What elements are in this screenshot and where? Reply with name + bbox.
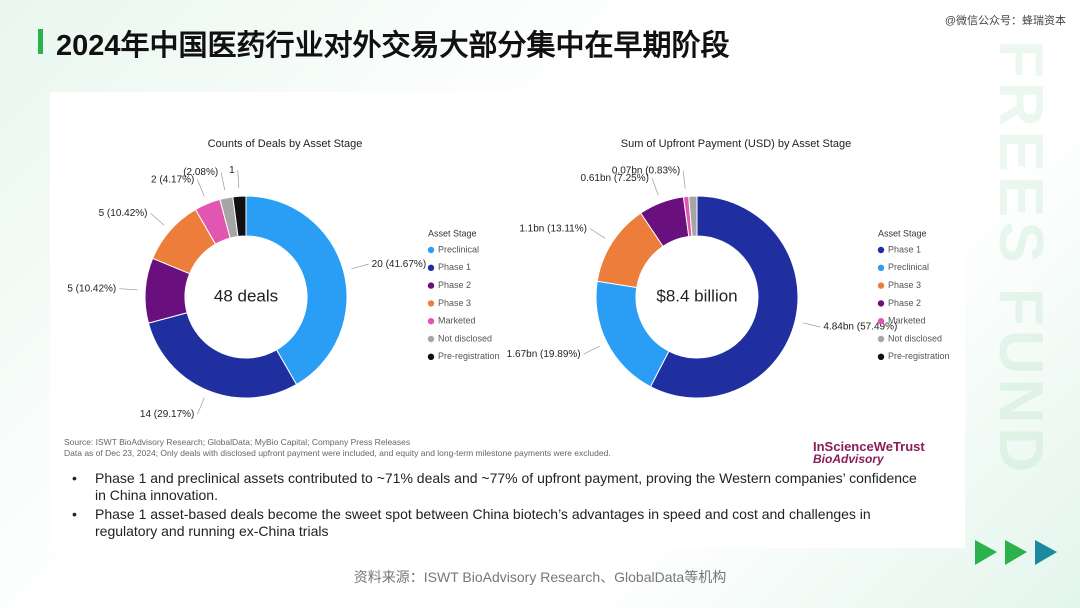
leader-line bbox=[682, 170, 686, 189]
legend-swatch bbox=[877, 246, 885, 254]
chart-title: Counts of Deals by Asset Stage bbox=[208, 138, 363, 150]
title-bar bbox=[38, 29, 43, 54]
leader-line bbox=[220, 172, 226, 191]
data-label: 4.84bn (57.49%) bbox=[823, 322, 897, 333]
leader-line bbox=[651, 178, 659, 196]
leader-line bbox=[197, 397, 205, 415]
data-note: Data as of Dec 23, 2024; Only deals with… bbox=[64, 448, 611, 458]
legend-swatch bbox=[877, 282, 885, 289]
legend-label: Pre-registration bbox=[888, 351, 950, 361]
leader-line bbox=[351, 263, 369, 270]
legend-swatch bbox=[427, 353, 435, 360]
data-label: 1.1bn (13.11%) bbox=[519, 223, 587, 234]
donut-slice bbox=[147, 312, 298, 399]
legend-swatch bbox=[877, 353, 885, 360]
legend-title: Asset Stage bbox=[428, 228, 477, 238]
legend-label: Marketed bbox=[438, 316, 476, 326]
legend-swatch bbox=[877, 264, 885, 271]
legend-label: Not disclosed bbox=[438, 333, 492, 343]
data-label: 20 (41.67%) bbox=[372, 259, 426, 270]
legend-swatch bbox=[427, 264, 435, 271]
legend-swatch bbox=[427, 282, 435, 289]
legend-label: Pre-registration bbox=[438, 351, 500, 361]
logo: InScienceWeTrust BioAdvisory bbox=[813, 440, 925, 466]
data-label: 1.67bn (19.89%) bbox=[507, 349, 581, 360]
leader-line bbox=[237, 170, 240, 189]
legend-swatch bbox=[877, 318, 885, 325]
legend-label: Not disclosed bbox=[888, 333, 942, 343]
legend-label: Phase 2 bbox=[438, 280, 471, 290]
arrow-icon bbox=[975, 540, 997, 565]
logo-text: BioAdvisory bbox=[813, 452, 884, 466]
leader-line bbox=[583, 345, 600, 355]
data-label: 2 (4.17%) bbox=[151, 174, 194, 185]
legend-label: Phase 1 bbox=[888, 244, 921, 254]
legend-swatch bbox=[427, 318, 435, 325]
center-label: 48 deals bbox=[214, 286, 278, 305]
leader-line bbox=[197, 179, 205, 197]
bullet-list: Phase 1 and preclinical assets contribut… bbox=[70, 470, 920, 542]
leader-line bbox=[802, 322, 821, 328]
bullet: Phase 1 asset-based deals become the swe… bbox=[70, 506, 920, 540]
legend-label: Phase 3 bbox=[438, 298, 471, 308]
legend-swatch bbox=[877, 335, 885, 343]
legend-label: Marketed bbox=[888, 316, 926, 326]
watermark: @微信公众号：蜂瑞资本 bbox=[944, 15, 1066, 27]
data-label: 14 (29.17%) bbox=[140, 409, 194, 420]
donut-slice bbox=[245, 195, 348, 386]
slide-title: 2024年中国医药行业对外交易大部分集中在早期阶段 bbox=[56, 30, 730, 62]
legend-label: Phase 1 bbox=[438, 262, 471, 272]
leader-line bbox=[150, 212, 165, 226]
leader-line bbox=[119, 288, 138, 291]
arrow-icon bbox=[1005, 540, 1027, 565]
donut-slice bbox=[649, 195, 799, 399]
bullet: Phase 1 and preclinical assets contribut… bbox=[70, 470, 920, 504]
donut-slice bbox=[232, 195, 247, 238]
data-label: 5 (10.42%) bbox=[99, 208, 148, 219]
legend-swatch bbox=[427, 300, 435, 307]
brand-watermark: FREES FUND bbox=[986, 40, 1055, 477]
data-label: 5 (10.42%) bbox=[67, 283, 116, 294]
center-label: $8.4 billion bbox=[656, 286, 737, 305]
data-label: 0.61bn (7.25%) bbox=[581, 173, 649, 184]
legend-label: Preclinical bbox=[888, 262, 929, 272]
logo-text: InScienceWeTrust bbox=[813, 439, 925, 454]
legend-label: Phase 2 bbox=[888, 298, 921, 308]
leader-line bbox=[589, 228, 606, 239]
legend-swatch bbox=[427, 246, 435, 254]
arrow-icon bbox=[1035, 540, 1057, 565]
data-label: 1 bbox=[229, 165, 235, 176]
source-note: Source: ISWT BioAdvisory Research; Globa… bbox=[64, 437, 411, 447]
data-label: 0.07bn (0.83%) bbox=[612, 165, 680, 176]
legend-label: Preclinical bbox=[438, 244, 479, 254]
legend-swatch bbox=[877, 300, 885, 307]
data-label: (2.08%) bbox=[183, 167, 218, 178]
footer-source: 资料来源：ISWT BioAdvisory Research、GlobalDat… bbox=[353, 569, 727, 585]
chart-title: Sum of Upfront Payment (USD) by Asset St… bbox=[621, 138, 851, 150]
legend-swatch bbox=[427, 335, 435, 343]
legend-label: Phase 3 bbox=[888, 280, 921, 290]
legend-title: Asset Stage bbox=[878, 228, 927, 238]
